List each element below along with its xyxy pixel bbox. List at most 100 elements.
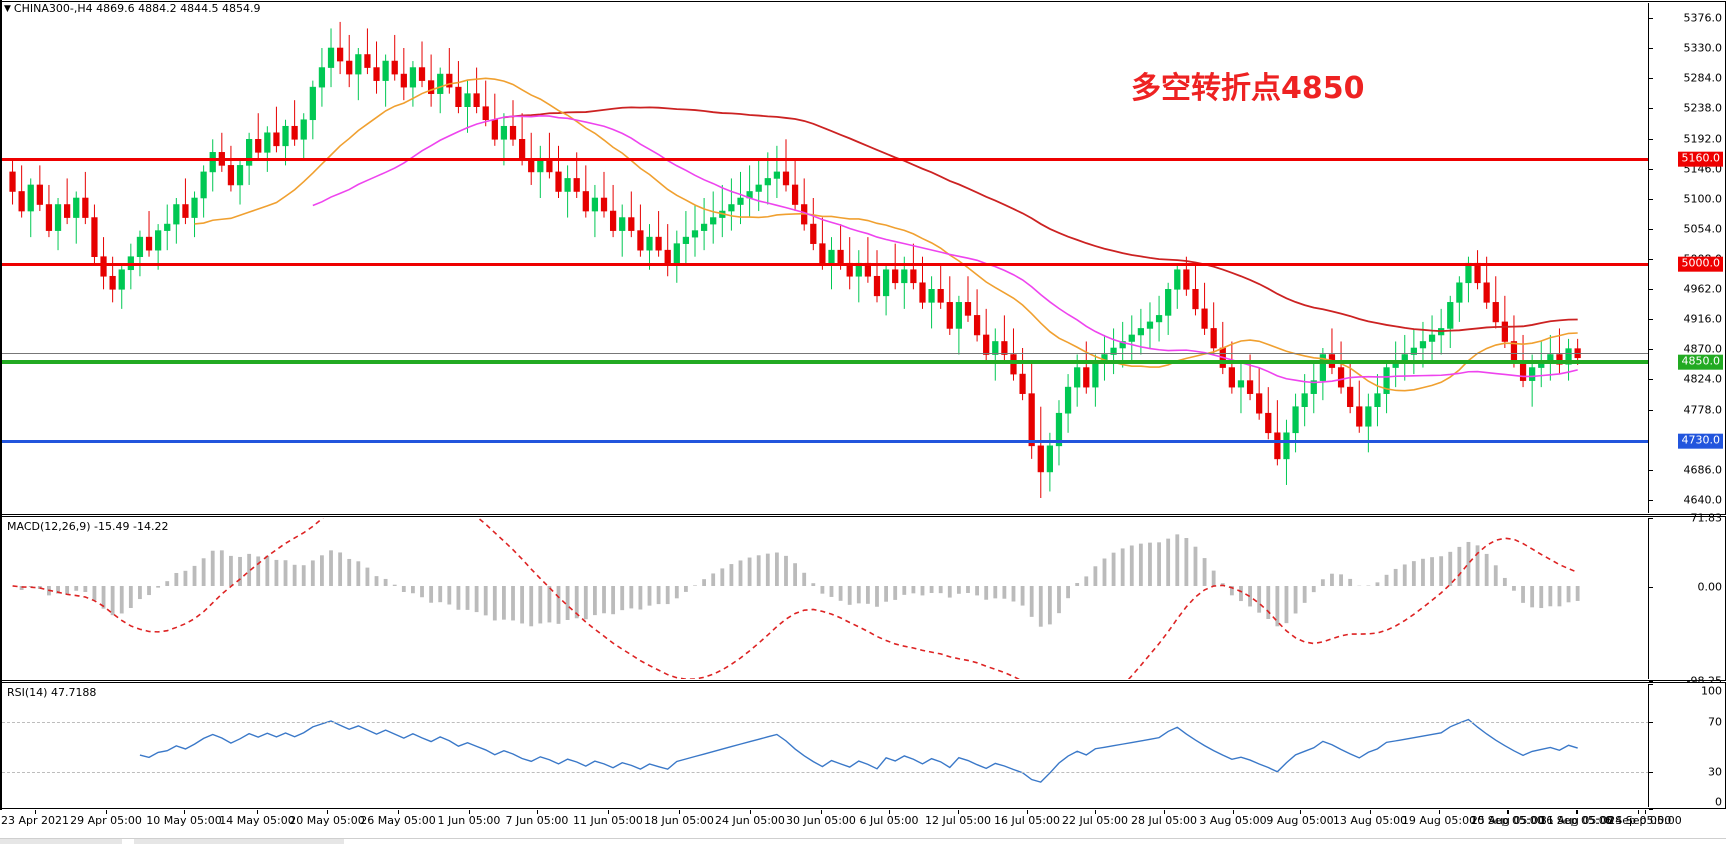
time-axis-tick [958,810,959,814]
price-level-badge[interactable]: 4730.0 [1677,433,1723,449]
chart-annotation-text: 多空转折点4850 [1131,71,1365,106]
time-axis-label: 11 Jun 05:00 [573,814,643,827]
time-axis-tick [679,810,680,814]
level-line-pivot-4850[interactable] [2,360,1649,365]
price-chart-panel: 多空转折点4850 5376.0 5330.0 5284.0 5238.0 5192.0… [0,1,1726,515]
time-axis-tick [1027,810,1028,814]
time-axis-tick [1370,810,1371,814]
level-line-resistance-5000[interactable] [2,262,1649,266]
price-axis-tick: 5284.0 [1683,71,1723,85]
macd-axis-tick-mark [1649,681,1653,682]
time-axis-label: 24 Jun 05:00 [715,814,785,827]
price-axis-tick: 5238.0 [1683,101,1723,115]
price-axis-tick-mark [1649,48,1653,50]
rsi-plot-area[interactable] [2,684,1649,807]
price-axis-tick-mark [1649,108,1653,110]
time-axis-tick [1164,810,1165,814]
price-level-badge[interactable]: 4850.0 [1677,355,1723,370]
macd-axis-tick-mark [1649,518,1653,519]
time-axis-tick [1300,810,1301,814]
rsi-guide-30 [2,771,1649,773]
level-line-marker-4862[interactable] [2,353,1649,355]
price-axis-tick: 5192.0 [1683,132,1723,146]
time-axis-label: 28 Jul 05:00 [1131,814,1197,827]
time-axis-tick [35,810,36,814]
price-axis-tick: 5100.0 [1683,192,1723,206]
price-axis[interactable]: 5376.0 5330.0 5284.0 5238.0 5192.0 5146.0 5100… [1648,3,1724,513]
price-axis-tick-mark [1649,259,1653,260]
price-axis-tick: 4824.0 [1683,372,1723,386]
price-axis-tick-mark [1649,469,1653,471]
time-axis-label: 10 Sep 05:00 [1470,814,1544,827]
rsi-axis-tick: 70 [1708,715,1722,728]
time-axis-label: 6 Sep 05:00 [1604,814,1672,827]
rsi-axis-tick-mark [1649,809,1653,810]
time-axis-label: 30 Jun 05:00 [786,814,856,827]
rsi-guide-70 [2,721,1649,723]
time-axis-label: 18 Jun 05:00 [644,814,714,827]
time-axis-label: 26 May 05:00 [360,814,436,827]
time-axis-tick [1508,810,1509,814]
time-axis-tick [889,810,890,814]
rsi-axis-tick-mark [1649,684,1653,685]
rsi-axis-tick-mark [1649,771,1653,773]
time-axis-tick [1638,810,1639,814]
time-axis-tick [1233,810,1234,814]
price-level-badge[interactable]: 5000.0 [1677,256,1723,272]
time-axis-label: 13 Aug 05:00 [1332,814,1408,827]
price-axis-tick: 4778.0 [1683,403,1723,417]
time-axis-label: 12 Jul 05:00 [925,814,991,827]
macd-axis-tick: -98.25 [1686,674,1722,688]
time-axis-tick [398,810,399,814]
price-axis-tick-mark [1649,78,1653,80]
time-axis-label: 31 Aug 05:00 [1539,814,1615,827]
level-line-resistance-5160[interactable] [2,157,1649,161]
rsi-axis-tick: 100 [1701,684,1722,698]
macd-plot-area[interactable] [2,518,1649,679]
symbol-header: ▼ CHINA300-,H4 4869.6 4884.2 4844.5 4854.… [4,2,261,15]
time-axis-tick [106,810,107,814]
time-axis-tick [608,810,609,814]
price-level-badge[interactable]: 5160.0 [1677,152,1723,167]
level-line-support-4730[interactable] [2,439,1649,443]
price-axis-tick: 4870.0 [1683,342,1723,356]
macd-series [12,518,1580,679]
time-axis-tick [821,810,822,814]
time-axis-label: 23 Apr 2021 [0,814,70,827]
time-axis-label: 14 May 05:00 [219,814,295,827]
price-axis-tick-mark [1649,409,1653,411]
price-plot-area[interactable]: 多空转折点4850 [2,3,1649,513]
price-axis-tick: 4962.0 [1683,282,1723,296]
price-axis-tick-mark [1649,198,1653,200]
rsi-series [139,718,1578,783]
macd-panel: MACD(12,26,9) -15.49 -14.22 71.83 0.00 -98… [0,513,1726,687]
price-axis-tick: 4916.0 [1683,312,1723,326]
time-axis[interactable]: 23 Apr 2021 29 Apr 05:00 10 May 05:00 14 Ma… [1,810,1725,843]
rsi-axis-tick-mark [1649,721,1653,723]
time-axis-tick [184,810,185,814]
bottom-bar-segment [0,839,122,844]
rsi-axis[interactable]: 100 70 30 0 [1648,684,1724,810]
price-axis-tick: 5054.0 [1683,222,1723,236]
time-axis-label: 29 Apr 05:00 [70,814,142,827]
price-axis-tick-mark [1649,289,1653,291]
time-axis-label: 16 Sep 05:00 [1539,814,1613,827]
window-bottom-bar [0,838,1726,844]
symbol-ohlc-label: CHINA300-,H4 4869.6 4884.2 4844.5 4854.9 [13,2,261,15]
time-axis-label: 22 Jul 05:00 [1062,814,1128,827]
time-axis-label: 25 Aug 05:00 [1470,814,1546,827]
collapse-caret-icon[interactable]: ▼ [4,4,11,14]
macd-axis[interactable]: 71.83 0.00 -98.25 [1648,513,1724,687]
price-axis-tick: 5146.0 [1683,162,1723,176]
price-axis-tick-mark [1649,18,1653,20]
price-axis-tick: 4640.0 [1683,493,1723,507]
rsi-axis-tick: 0 [1715,795,1722,809]
time-axis-tick [537,810,538,814]
bottom-bar-segment [134,839,344,844]
time-axis-label: 9 Aug 05:00 [1266,814,1334,827]
time-axis-tick [1576,810,1577,814]
time-axis-tick [327,810,328,814]
price-axis-tick-mark [1649,138,1653,140]
price-axis-tick-mark [1649,379,1653,381]
price-axis-tick: 5376.0 [1683,11,1723,25]
